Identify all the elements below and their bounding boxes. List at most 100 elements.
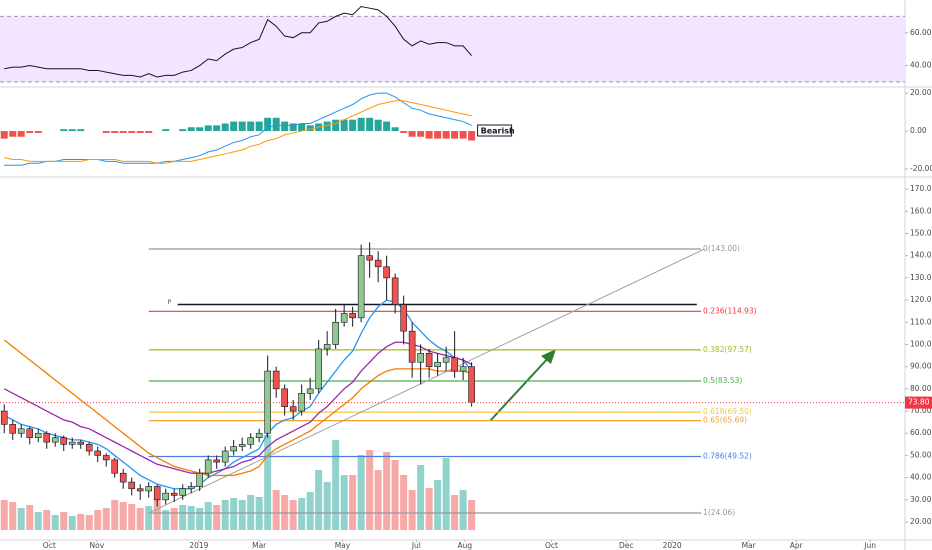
volume-bar: [357, 455, 365, 530]
histogram-bar: [434, 131, 442, 139]
histogram-bar: [349, 119, 357, 132]
volume-bar: [34, 512, 42, 530]
fib-label: 1(24.06): [703, 508, 735, 517]
volume-bar: [340, 475, 348, 530]
macd-line: [4, 92, 472, 166]
x-tick-label: 2019: [189, 541, 208, 550]
volume-bar: [43, 510, 51, 530]
volume-bar: [94, 510, 102, 530]
candle-body: [298, 392, 305, 412]
y-tick-label: 80.00: [910, 384, 932, 393]
volume-bar: [162, 510, 170, 530]
candle-body: [213, 459, 220, 463]
x-tick-label: Oct: [545, 541, 558, 550]
x-tick-label: Oct: [43, 541, 56, 550]
volume-bar: [323, 482, 331, 530]
histogram-bar: [323, 121, 331, 132]
candle-body: [85, 444, 93, 452]
volume-bar: [349, 475, 357, 530]
volume-bar: [434, 480, 442, 530]
fib-label: 0.618(69.50): [703, 407, 752, 416]
histogram-bar: [196, 127, 204, 132]
volume-bar: [77, 514, 85, 530]
volume-bar: [391, 460, 399, 530]
volume-bar: [366, 450, 374, 530]
volume-bar: [298, 498, 306, 530]
candle-body: [102, 455, 110, 461]
candle-body: [34, 432, 42, 438]
histogram-bar: [442, 131, 450, 139]
volume-bar: [26, 505, 34, 530]
volume-bar: [85, 515, 93, 530]
y-tick-label: 170.00: [910, 184, 932, 193]
trendline: [148, 248, 705, 514]
candle-body: [255, 432, 263, 438]
candle-body: [247, 437, 254, 445]
candle-body: [111, 459, 119, 474]
volume-bar: [417, 465, 425, 530]
candle-body: [77, 441, 85, 445]
histogram-bar: [111, 131, 119, 133]
fib-label: 0(143.00): [703, 244, 740, 253]
histogram-bar: [17, 131, 25, 137]
candle-body: [9, 424, 17, 434]
fib-label: 0.65(65.69): [703, 416, 747, 425]
pivot-label: P: [168, 299, 172, 306]
x-tick-label: Dec: [619, 541, 634, 550]
y-tick-label: 110.00: [910, 317, 932, 326]
y-tick-label: 160.00: [910, 206, 932, 215]
candle-body: [119, 472, 127, 483]
candle-body: [383, 266, 390, 279]
volume-bar: [0, 500, 8, 530]
histogram-bar: [332, 119, 340, 132]
candle-body: [459, 366, 467, 372]
volume-bar: [51, 515, 59, 530]
y-tick-label: 20.00: [910, 88, 932, 97]
histogram-bar: [340, 119, 348, 132]
candle-body: [281, 388, 288, 407]
y-tick-label: 60.00: [910, 28, 932, 37]
y-tick-label: 20.00: [910, 517, 932, 526]
candle-body: [289, 406, 297, 412]
histogram-bar: [162, 129, 170, 132]
y-tick-label: 60.00: [910, 428, 932, 437]
candle-body: [442, 357, 450, 363]
candle-body: [187, 486, 195, 490]
histogram-bar: [298, 123, 306, 132]
candle-body: [323, 344, 331, 350]
y-tick-label: 90.00: [910, 362, 932, 371]
volume-bar: [289, 500, 297, 530]
volume-bar: [442, 458, 450, 530]
histogram-bar: [391, 127, 399, 132]
volume-bar: [374, 470, 382, 530]
volume-bar: [60, 512, 68, 530]
candle-body: [340, 313, 348, 323]
volume-bar: [187, 506, 195, 530]
histogram-bar: [425, 131, 433, 139]
volume-bar: [306, 492, 314, 530]
x-tick-label: Aug: [457, 541, 472, 550]
candle-body: [170, 492, 178, 496]
candle-body: [357, 255, 365, 319]
candle-body: [366, 255, 373, 261]
histogram-bar: [221, 123, 229, 132]
candle-body: [60, 437, 68, 445]
y-tick-label: 150.00: [910, 228, 932, 237]
volume-bar: [459, 490, 467, 530]
candle-body: [136, 488, 144, 492]
histogram-bar: [9, 131, 17, 137]
fib-label: 0.5(83.53): [703, 376, 742, 385]
x-tick-label: Apr: [790, 541, 804, 550]
histogram-bar: [145, 131, 153, 133]
candle-body: [425, 353, 433, 367]
candle-body: [468, 366, 475, 403]
volume-bar: [332, 440, 340, 530]
histogram-bar: [136, 131, 144, 133]
volume-bar: [102, 508, 110, 530]
candle-body: [408, 330, 416, 363]
histogram-bar: [417, 131, 425, 137]
histogram-bar: [0, 131, 8, 139]
candle-body: [391, 277, 399, 305]
candle-body: [26, 428, 34, 438]
